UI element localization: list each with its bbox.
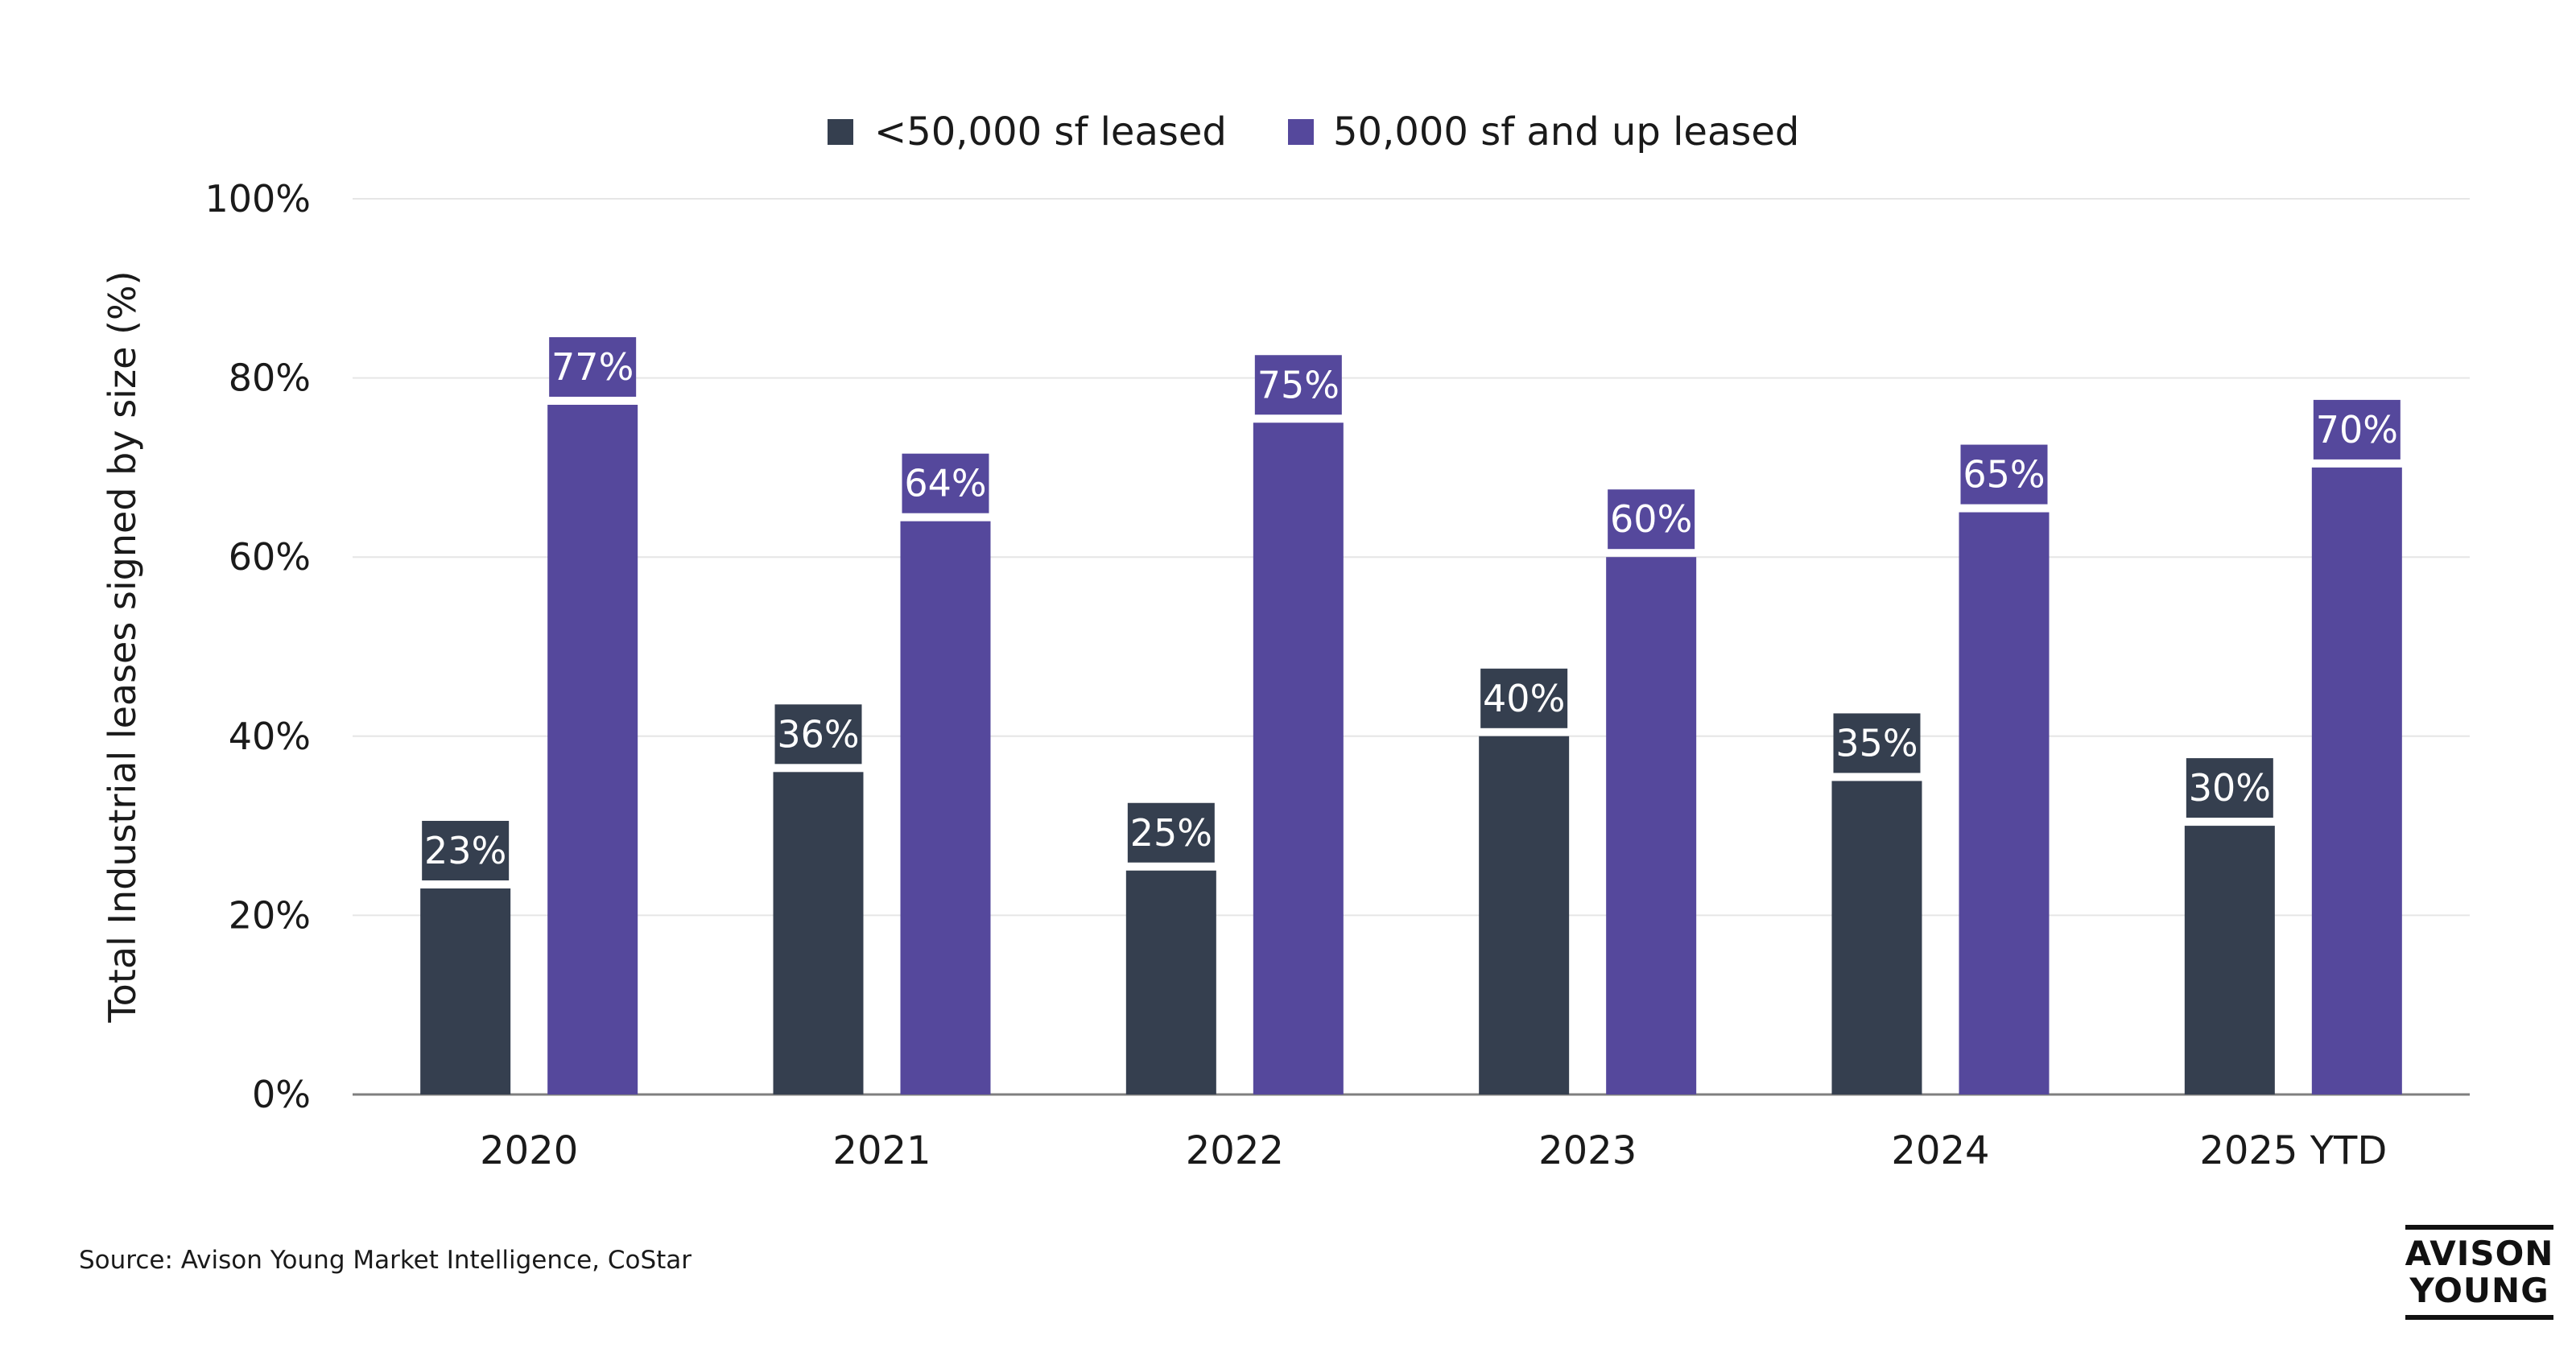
bar [547,404,638,1094]
data-label: 60% [1610,497,1692,541]
y-tick-label: 20% [229,893,311,937]
x-tick-label: 2022 [1186,1128,1284,1173]
data-label: 40% [1483,677,1565,720]
bar [1959,512,2050,1094]
legend-swatch [828,119,853,145]
legend-swatch [1288,119,1314,145]
y-tick-label: 0% [252,1073,311,1116]
bar [2311,467,2402,1094]
data-labels: 23% 77% 36% 64% 25% 75% 40% 60% 35% 65% 30% 70% [422,336,2401,881]
data-label-box [1480,668,1568,728]
legend: <50,000 sf leased 50,000 sf and up leased [828,109,1799,155]
data-label-box [422,821,510,881]
y-tick-label: 60% [229,535,311,579]
avison-young-logo: AVISON YOUNG [2405,1225,2553,1320]
data-label: 65% [1963,453,2045,497]
bars [420,404,2402,1094]
x-tick-label: 2024 [1891,1128,1989,1173]
y-tick-label: 80% [229,357,311,400]
legend-label: 50,000 sf and up leased [1333,109,1799,155]
source-note: Source: Avison Young Market Intelligence… [79,1246,692,1275]
bar [1606,557,1697,1094]
y-axis-label: Total Industrial leases signed by size (… [101,270,144,1023]
bar [1479,736,1570,1094]
data-label-box [1127,802,1215,863]
y-tick-label: 40% [229,715,311,758]
bar [1831,781,1922,1094]
logo-line-1: AVISON [2405,1234,2554,1273]
data-label: 36% [777,712,859,756]
legend-label: <50,000 sf leased [874,109,1227,155]
data-label: 25% [1130,811,1212,855]
data-label: 70% [2316,408,2398,451]
grid-lines [353,198,2470,917]
bar [420,888,511,1094]
x-tick-label: 2020 [480,1128,578,1173]
y-tick-label: 100% [204,177,311,221]
data-label-box [774,704,862,765]
x-tick-label: 2023 [1538,1128,1637,1173]
bar [1125,870,1216,1094]
bar [773,772,864,1094]
data-label-box [902,453,989,513]
bar [1253,422,1344,1094]
axes: 0% 20% 40% 60% 80% 100% 2020 2021 2022 2023 2024 20… [204,177,2470,1173]
data-label: 77% [551,345,634,389]
data-label-box [1833,713,1921,773]
data-label-box [1960,444,2048,505]
data-label-box [1254,355,1342,415]
data-label: 30% [2189,766,2271,810]
data-label-box [549,336,637,397]
bar [900,521,991,1094]
x-tick-label: 2021 [832,1128,931,1173]
data-label: 23% [424,829,506,872]
data-label: 75% [1257,363,1340,406]
data-label: 35% [1835,721,1918,765]
data-label: 64% [904,462,986,505]
data-label-box [1608,489,1695,550]
bar [2184,826,2275,1094]
logo-line-2: YOUNG [2409,1271,2549,1310]
data-label-box [2313,399,2401,460]
x-tick-label: 2025 YTD [2199,1128,2387,1173]
data-label-box [2186,758,2273,818]
